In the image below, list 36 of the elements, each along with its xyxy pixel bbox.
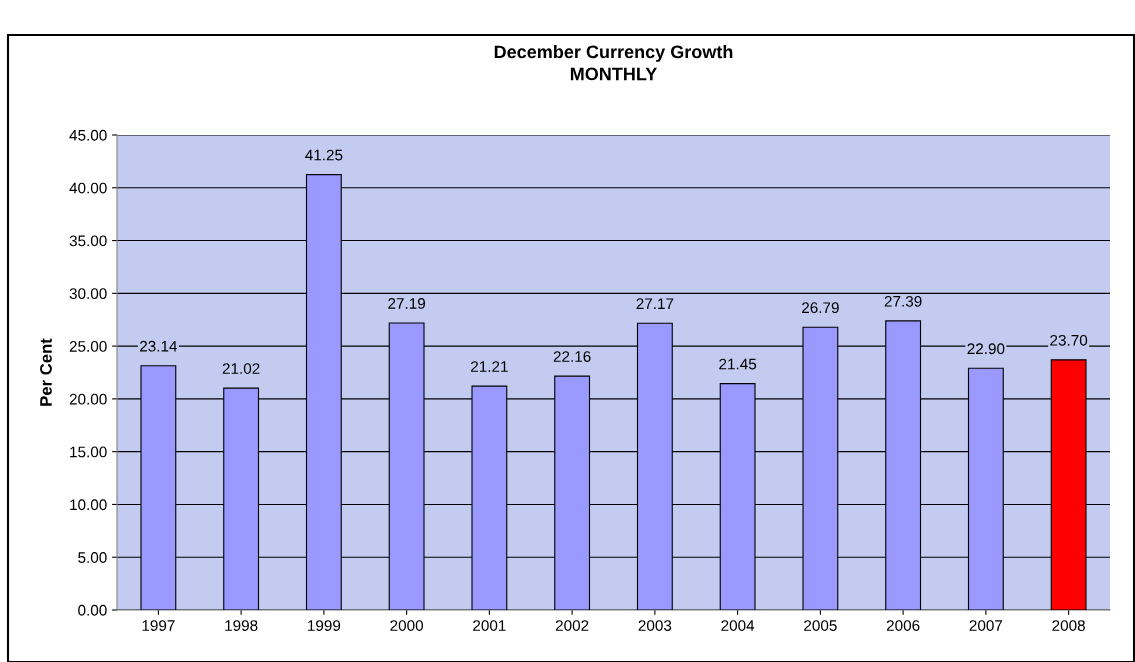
y-tick-label: 15.00	[70, 446, 107, 458]
data-label: 22.16	[553, 351, 591, 362]
chart-title: December Currency Growth MONTHLY	[494, 45, 733, 81]
data-label: 22.90	[967, 343, 1005, 355]
data-label: 21.45	[719, 358, 757, 370]
y-tick-label: 45.00	[69, 129, 107, 141]
x-tick-label: 2000	[390, 620, 424, 631]
data-label: 23.14	[140, 340, 178, 352]
y-tick-label: 0.00	[78, 604, 107, 616]
y-tick-label: 10.00	[70, 499, 107, 511]
x-tick-label: 1998	[225, 620, 258, 631]
data-label: 41.25	[305, 149, 343, 161]
x-tick-label: 2004	[721, 620, 755, 631]
y-tick-label: 25.00	[69, 340, 107, 352]
y-tick-label: 40.00	[69, 182, 107, 194]
x-tick-label: 2008	[1052, 620, 1085, 631]
data-label: 26.79	[802, 302, 839, 314]
x-tick-label: 2005	[804, 620, 837, 631]
data-label: 27.17	[636, 298, 674, 309]
data-label: 23.70	[1050, 334, 1088, 346]
data-label: 21.02	[222, 363, 260, 374]
y-tick-label: 35.00	[69, 235, 107, 247]
y-tick-label: 5.00	[78, 552, 107, 563]
x-tick-label: 1999	[308, 620, 341, 631]
y-tick-label: 30.00	[69, 288, 107, 300]
x-tick-label: 2002	[555, 620, 589, 631]
y-tick-label: 20.00	[69, 393, 107, 405]
x-tick-label: 2007	[969, 620, 1003, 631]
x-tick-label: 2001	[473, 620, 506, 631]
x-tick-label: 2003	[638, 620, 672, 631]
data-label: 27.19	[388, 298, 426, 309]
data-label: 27.39	[884, 295, 922, 307]
data-label: 21.21	[471, 361, 508, 372]
x-tick-label: 2006	[886, 620, 920, 631]
y-axis-title: Per Cent	[40, 338, 52, 406]
x-tick-label: 1997	[142, 620, 175, 631]
